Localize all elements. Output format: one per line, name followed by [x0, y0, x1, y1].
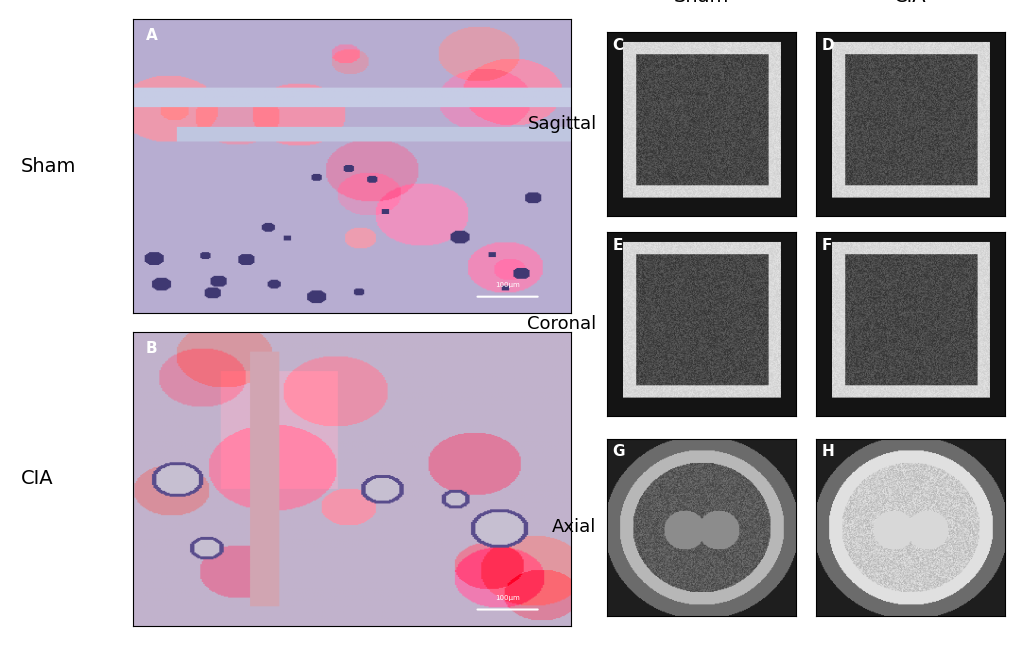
Text: Sagittal: Sagittal	[527, 115, 596, 133]
Text: C: C	[612, 38, 623, 53]
Text: B: B	[146, 341, 157, 356]
Text: Sham: Sham	[673, 0, 729, 6]
Text: Coronal: Coronal	[527, 315, 596, 333]
Text: Sham: Sham	[20, 157, 75, 175]
Text: D: D	[821, 38, 834, 53]
Text: CIA: CIA	[894, 0, 925, 6]
Text: 100μm: 100μm	[495, 595, 520, 600]
Text: G: G	[612, 444, 625, 459]
Text: H: H	[821, 444, 834, 459]
Text: 100μm: 100μm	[495, 282, 520, 288]
Text: F: F	[821, 238, 832, 253]
Text: Axial: Axial	[551, 519, 596, 536]
Text: CIA: CIA	[20, 470, 53, 488]
Text: E: E	[612, 238, 623, 253]
Text: A: A	[146, 28, 157, 43]
